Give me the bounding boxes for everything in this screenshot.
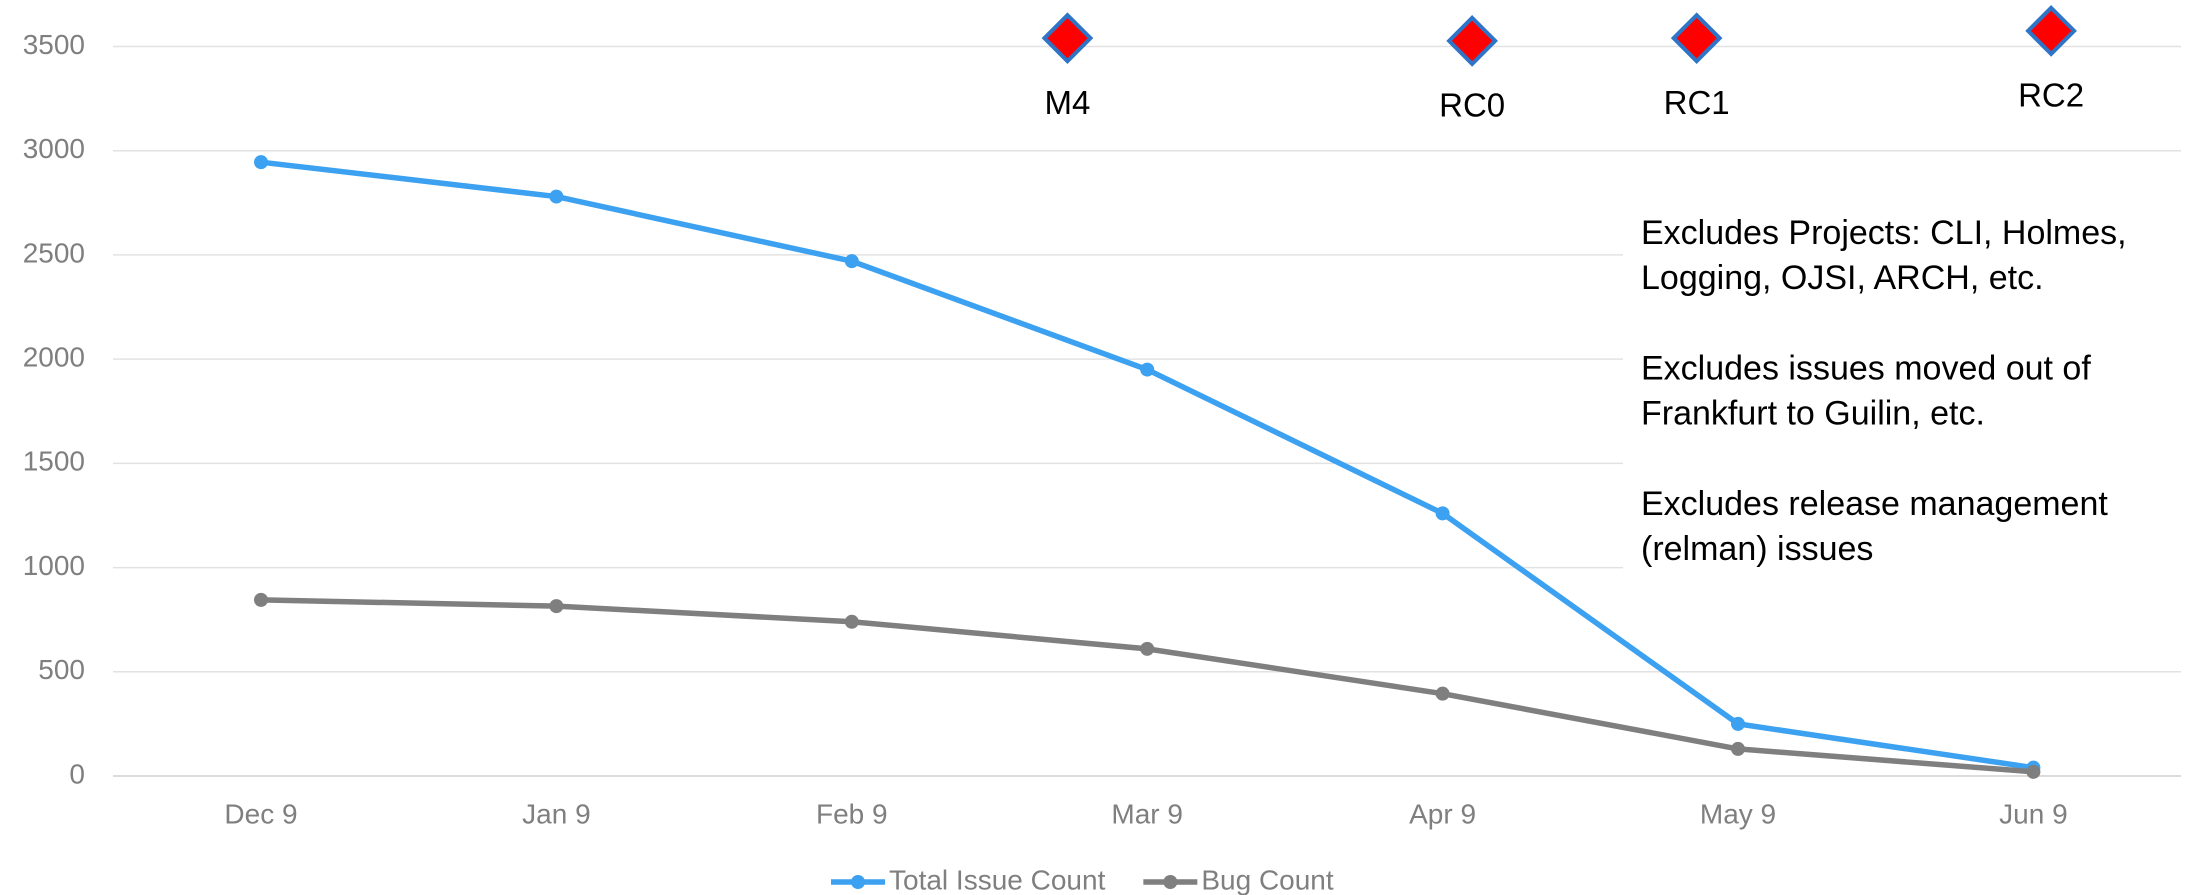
- data-point: [549, 189, 564, 204]
- milestone-marker: [1446, 15, 1498, 67]
- x-tick-label: Feb 9: [816, 798, 888, 829]
- note-text: Logging, OJSI, ARCH, etc.: [1641, 259, 2044, 297]
- x-tick-label: May 9: [1700, 798, 1776, 829]
- milestone-label: RC2: [2018, 77, 2084, 114]
- notes-box: [1623, 200, 2196, 580]
- data-point: [1731, 741, 1745, 756]
- y-tick-label: 3500: [23, 29, 85, 60]
- y-tick-label: 3000: [23, 133, 85, 164]
- x-tick-label: Apr 9: [1409, 798, 1476, 829]
- note-text: Excludes release management: [1641, 485, 2108, 523]
- x-tick-label: Dec 9: [224, 798, 297, 829]
- milestone-label: M4: [1045, 84, 1091, 121]
- milestone-marker: [2025, 5, 2077, 57]
- data-point: [1140, 362, 1155, 377]
- x-tick-label: Jun 9: [1999, 798, 2068, 829]
- data-point: [549, 599, 564, 614]
- milestone-label: RC0: [1439, 87, 1505, 124]
- y-tick-label: 1000: [23, 550, 85, 581]
- data-point: [254, 155, 268, 170]
- legend-marker: [851, 875, 865, 889]
- y-tick-label: 500: [38, 654, 85, 685]
- note-text: (relman) issues: [1641, 530, 1873, 568]
- series-line: [260, 597, 2034, 775]
- legend-marker: [1163, 875, 1178, 889]
- data-point: [1731, 716, 1745, 731]
- milestone-marker: [1041, 12, 1094, 64]
- data-point: [1435, 506, 1450, 521]
- milestone-marker: [1670, 12, 1723, 64]
- data-point: [844, 614, 859, 629]
- note-text: Excludes issues moved out of: [1641, 349, 2091, 387]
- note-text: Excludes Projects: CLI, Holmes,: [1641, 214, 2127, 252]
- legend-label: Bug Count: [1201, 864, 1334, 895]
- y-tick-label: 2500: [23, 237, 85, 268]
- data-point: [844, 254, 859, 269]
- note-text: Frankfurt to Guilin, etc.: [1641, 394, 1985, 432]
- x-tick-label: Jan 9: [522, 798, 591, 829]
- data-point: [1140, 641, 1155, 656]
- y-tick-label: 2000: [23, 342, 85, 373]
- data-point: [2026, 764, 2041, 779]
- y-tick-label: 0: [69, 758, 85, 789]
- data-point: [1435, 686, 1450, 701]
- x-tick-label: Mar 9: [1111, 798, 1183, 829]
- data-point: [254, 592, 268, 607]
- y-tick-label: 1500: [23, 446, 85, 477]
- legend-label: Total Issue Count: [889, 864, 1106, 895]
- milestone-label: RC1: [1664, 84, 1730, 121]
